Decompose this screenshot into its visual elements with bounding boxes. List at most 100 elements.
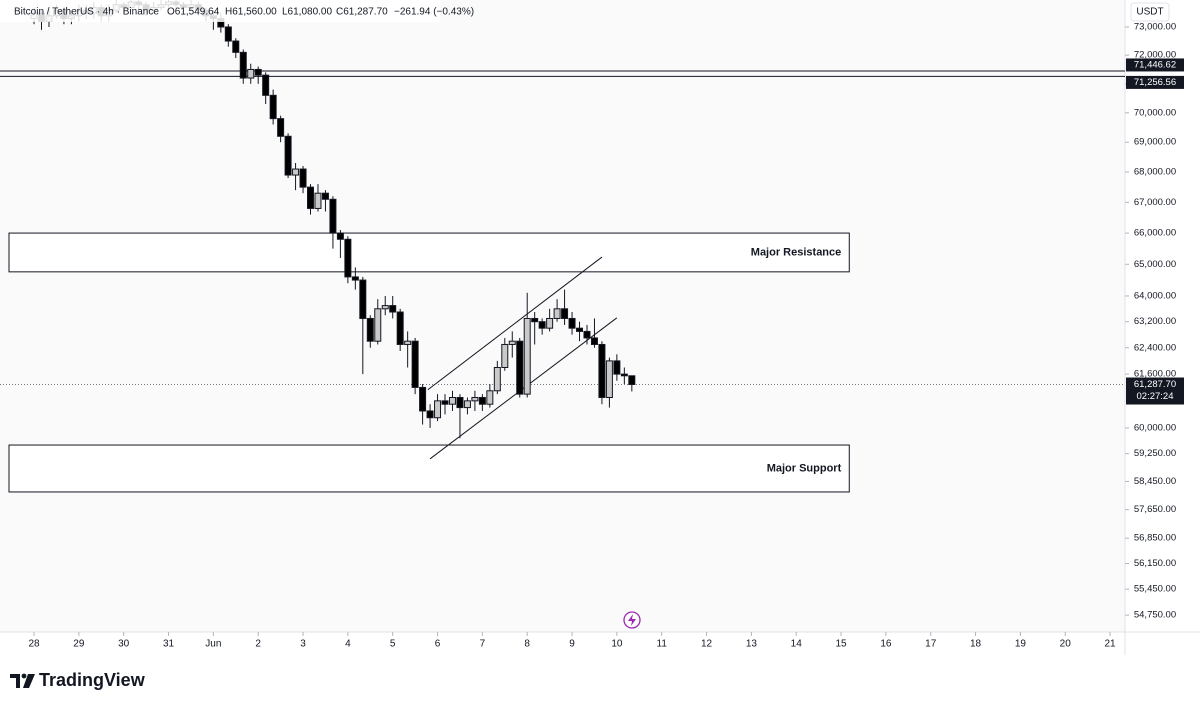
x-tick-label: 11 [657, 639, 668, 650]
candle-body [419, 386, 427, 412]
price-label-box [1126, 58, 1184, 72]
y-tick-label: 63,200.00 [1134, 316, 1176, 327]
candle-body [224, 26, 232, 42]
y-tick-label: 54,750.00 [1134, 610, 1176, 621]
price-label: 71,256.56 [1134, 77, 1176, 88]
logo [10, 673, 35, 688]
candle-body [538, 321, 546, 329]
currency-box[interactable] [1130, 2, 1170, 22]
x-tick-label: 10 [611, 639, 623, 650]
last-price-label: 61,287.70 [1134, 379, 1176, 390]
candle-body [336, 232, 344, 240]
x-tick-label: 4 [345, 639, 351, 650]
zone [8, 232, 850, 273]
x-tick-label: 7 [480, 639, 486, 650]
y-tick-label: 62,400.00 [1134, 342, 1176, 353]
x-tick-label: 9 [569, 639, 575, 650]
candle-body [583, 330, 591, 339]
y-tick-label: 56,850.00 [1134, 533, 1176, 544]
y-tick-label: 70,000.00 [1134, 107, 1176, 118]
y-tick-label: 61,600.00 [1134, 369, 1176, 380]
candle-body [620, 373, 628, 377]
candle-body [531, 317, 539, 323]
candle-body [321, 192, 329, 200]
trendline [427, 256, 603, 391]
candle-body [426, 410, 434, 419]
candle-body [232, 40, 240, 53]
y-tick-label: 57,650.00 [1134, 504, 1176, 515]
candle-body [381, 305, 389, 310]
candle-body [590, 337, 598, 345]
candle-body [411, 340, 419, 388]
legend-background [0, 0, 440, 22]
candle-body [247, 68, 255, 79]
price-label: 71,446.62 [1134, 59, 1176, 70]
candle-body [516, 340, 524, 395]
x-tick-label: 20 [1060, 639, 1072, 650]
candle-body [344, 238, 352, 278]
candle-body [434, 400, 442, 419]
x-tick-label: 5 [390, 639, 396, 650]
candle-body [471, 396, 479, 402]
currency: USDT [1136, 7, 1163, 18]
candle-body [277, 118, 285, 137]
y-tick-label: 65,000.00 [1134, 259, 1176, 270]
y-tick-label: 69,000.00 [1134, 137, 1176, 148]
x-tick-label: 6 [435, 639, 441, 650]
y-tick-label: 72,000.00 [1134, 50, 1176, 61]
y-tick-label: 68,000.00 [1134, 167, 1176, 178]
x-tick-label: 19 [1015, 639, 1027, 650]
candle-body [463, 400, 471, 409]
x-tick-label: 30 [118, 639, 130, 650]
candle-body [613, 360, 621, 375]
x-tick-label: 8 [524, 639, 530, 650]
candle-body [448, 396, 456, 405]
candle-body [508, 340, 516, 345]
logo-mark [21, 673, 27, 679]
candle-body [359, 279, 367, 319]
zone [8, 444, 850, 493]
candle-body [441, 400, 449, 405]
candle-body [374, 308, 382, 342]
y-tick-label: 67,000.00 [1134, 197, 1176, 208]
candle-body [553, 308, 561, 319]
y-tick-label: 56,150.00 [1134, 558, 1176, 569]
candle-body [254, 68, 262, 76]
y-tick-label: 66,000.00 [1134, 228, 1176, 239]
candle-body [568, 317, 576, 329]
chart-layer: Major Resistance Major Support [0, 0, 1125, 493]
candle-body [628, 375, 636, 386]
last-price-box [1126, 377, 1184, 405]
candle-body [561, 308, 569, 319]
x-tick-label: 28 [28, 639, 40, 650]
y-tick-label: 73,000.00 [1134, 22, 1176, 33]
logo-text: TradingView [39, 670, 146, 690]
candle-body [351, 276, 359, 281]
x-tick-label: 17 [925, 639, 937, 650]
y-tick-label: 59,250.00 [1134, 448, 1176, 459]
candle-body [329, 198, 337, 234]
x-tick-label: 3 [300, 639, 306, 650]
event-icon-bolt [628, 614, 636, 626]
candle-body [523, 317, 531, 395]
candle-body [456, 396, 464, 409]
candle-body [389, 305, 397, 313]
ohlc-open: O61,549.64 [167, 7, 220, 18]
x-tick-label: 13 [746, 639, 758, 650]
ohlc-close: C61,287.70 [336, 7, 388, 18]
candle-body [486, 390, 494, 405]
candle-body [576, 327, 584, 332]
y-tick-label: 64,000.00 [1134, 290, 1176, 301]
candle-body [396, 311, 404, 345]
x-tick-label: 16 [880, 639, 892, 650]
candle-body [269, 94, 277, 120]
candle-body [605, 360, 613, 398]
candle-body [366, 317, 374, 342]
candle-body [404, 340, 412, 345]
ohlc-high: H61,560.00 [225, 7, 277, 18]
candle-body [284, 135, 292, 176]
logo-mark [23, 674, 35, 688]
y-tick-label: 58,450.00 [1134, 476, 1176, 487]
x-tick-label: Jun [205, 639, 221, 650]
candle-body [239, 51, 247, 79]
